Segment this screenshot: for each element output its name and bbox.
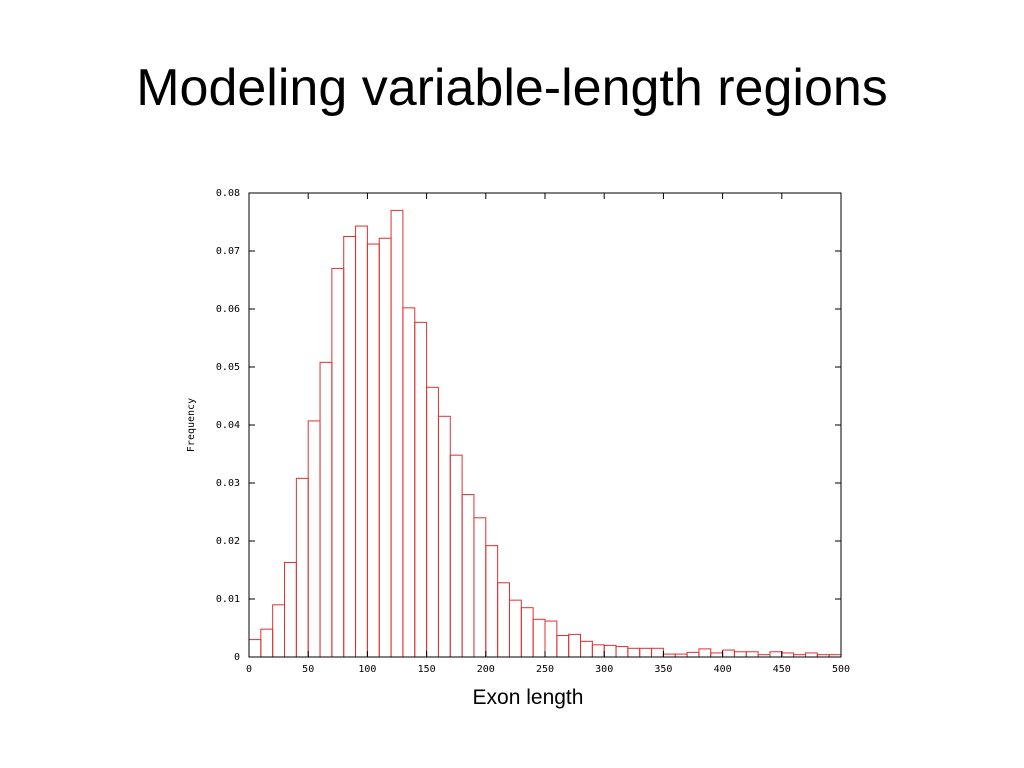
histogram-bar [402, 307, 416, 658]
histogram-bar [272, 604, 286, 658]
plot-frame [248, 192, 842, 658]
histogram-bars [248, 209, 842, 658]
histogram-bar [733, 651, 747, 658]
histogram-bar [295, 477, 309, 658]
histogram-bar [556, 635, 570, 658]
histogram-bar [781, 652, 795, 658]
histogram-bar [544, 620, 558, 658]
histogram-bar [284, 561, 297, 658]
histogram-bar [378, 237, 392, 658]
y-tick-label: 0.08 [216, 188, 240, 199]
histogram-bar [745, 651, 759, 658]
histogram-bar [319, 361, 333, 658]
histogram-bar [366, 243, 380, 658]
histogram-bar [497, 582, 510, 658]
y-tick-labels: 0 0.01 0.02 0.03 0.04 0.05 0.06 0.07 0.08 [216, 188, 240, 663]
x-tick-label: 450 [773, 664, 791, 675]
histogram-bar [580, 640, 593, 658]
slide-title: Modeling variable-length regions [136, 59, 888, 117]
y-tick-label: 0.07 [216, 246, 240, 257]
histogram-bar [260, 628, 274, 658]
y-tick-label: 0.04 [216, 420, 240, 431]
histogram-bar [343, 236, 357, 658]
histogram-bar [639, 647, 653, 658]
y-tick-label: 0.03 [216, 478, 240, 489]
x-tick-label: 350 [654, 664, 672, 675]
histogram-bar [426, 386, 439, 658]
y-tick-label: 0.01 [216, 594, 240, 605]
histogram-bar [437, 415, 451, 658]
histogram-bar [651, 647, 664, 658]
y-tick-label: 0.05 [216, 362, 240, 373]
histogram-bar [627, 647, 641, 658]
histogram-bar [532, 618, 546, 658]
histogram-bar [485, 545, 499, 658]
y-axis-title: Frequency [186, 398, 197, 452]
histogram-bar [698, 648, 712, 658]
y-tick-label: 0.02 [216, 536, 240, 547]
histogram-bar [769, 651, 783, 658]
x-tick-label: 100 [358, 664, 376, 675]
x-tick-label: 300 [595, 664, 613, 675]
histogram-bar [615, 646, 629, 658]
histogram-bar [248, 639, 262, 658]
histogram-bar [508, 599, 522, 658]
x-tick-labels: 0 50 100 150 200 250 300 350 400 450 500 [246, 664, 850, 675]
histogram-bar [449, 454, 463, 658]
x-tick-label: 50 [302, 664, 314, 675]
x-tick-label: 200 [477, 664, 495, 675]
y-tick-label: 0.06 [216, 304, 240, 315]
axis-ticks [248, 192, 842, 658]
histogram-bar [520, 607, 534, 658]
y-tick-label: 0 [234, 652, 240, 663]
histogram-bar [568, 633, 582, 658]
histogram-bar [473, 517, 487, 658]
histogram-bar [603, 644, 617, 658]
histogram-bar [331, 267, 345, 658]
histogram-bar [591, 644, 605, 658]
histogram-bar [804, 652, 818, 658]
x-tick-label: 250 [536, 664, 554, 675]
x-tick-label: 500 [832, 664, 850, 675]
histogram-bar [722, 649, 735, 658]
histogram-bar [461, 494, 475, 658]
x-tick-label: 0 [246, 664, 252, 675]
x-tick-label: 400 [714, 664, 732, 675]
histogram-bar [686, 651, 700, 658]
histogram-bar [710, 652, 724, 658]
x-tick-label: 150 [418, 664, 436, 675]
x-axis-title: Exon length [472, 686, 584, 709]
histogram-bar [307, 420, 321, 658]
histogram-bar [390, 209, 404, 658]
histogram-bar [414, 321, 428, 658]
histogram-bar [355, 225, 368, 658]
